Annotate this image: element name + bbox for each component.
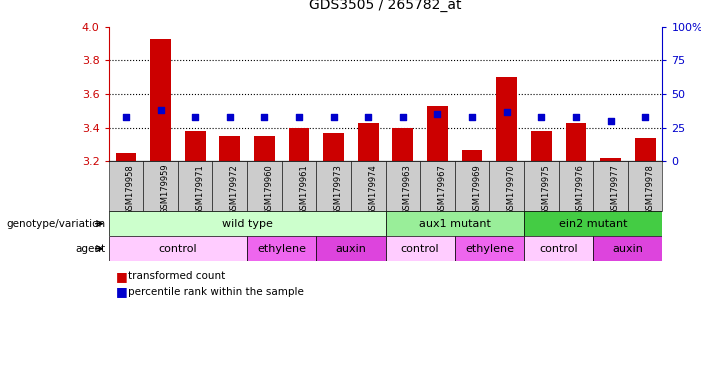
- Point: [466, 114, 477, 120]
- Bar: [219, 136, 240, 161]
- Text: ethylene: ethylene: [257, 243, 306, 254]
- Text: control: control: [539, 243, 578, 254]
- Text: GDS3505 / 265782_at: GDS3505 / 265782_at: [309, 0, 462, 12]
- Bar: [531, 131, 552, 161]
- Text: GSM179959: GSM179959: [161, 164, 170, 214]
- Text: GSM179973: GSM179973: [334, 164, 343, 215]
- Bar: [323, 133, 344, 161]
- Bar: [109, 161, 143, 211]
- Point: [605, 118, 616, 124]
- Point: [259, 114, 270, 120]
- Bar: [386, 161, 420, 211]
- Bar: [316, 161, 351, 211]
- Text: auxin: auxin: [613, 243, 644, 254]
- Point: [639, 114, 651, 120]
- Point: [294, 114, 305, 120]
- Text: agent: agent: [75, 243, 105, 254]
- Text: GSM179960: GSM179960: [264, 164, 273, 215]
- Point: [121, 114, 132, 120]
- Text: transformed count: transformed count: [128, 271, 226, 281]
- Text: GSM179977: GSM179977: [611, 164, 620, 215]
- Point: [155, 107, 166, 113]
- Text: ■: ■: [116, 270, 131, 283]
- Bar: [427, 106, 448, 161]
- Text: GSM179972: GSM179972: [230, 164, 239, 215]
- Bar: [628, 161, 662, 211]
- Bar: [289, 128, 309, 161]
- Text: wild type: wild type: [222, 218, 273, 229]
- Text: GSM179974: GSM179974: [368, 164, 377, 215]
- Bar: [393, 128, 414, 161]
- Point: [397, 114, 409, 120]
- Point: [189, 114, 200, 120]
- Bar: [593, 161, 628, 211]
- Bar: [386, 211, 524, 236]
- Bar: [351, 161, 386, 211]
- Text: GSM179961: GSM179961: [299, 164, 308, 215]
- Text: GSM179963: GSM179963: [403, 164, 412, 215]
- Bar: [455, 236, 524, 261]
- Bar: [559, 161, 593, 211]
- Bar: [109, 211, 386, 236]
- Bar: [462, 149, 482, 161]
- Bar: [420, 161, 455, 211]
- Point: [536, 114, 547, 120]
- Bar: [524, 211, 662, 236]
- Bar: [143, 161, 178, 211]
- Point: [432, 111, 443, 118]
- Text: control: control: [158, 243, 197, 254]
- Bar: [150, 39, 171, 161]
- Bar: [212, 161, 247, 211]
- Point: [362, 114, 374, 120]
- Bar: [386, 236, 455, 261]
- Bar: [566, 122, 586, 161]
- Text: GSM179958: GSM179958: [126, 164, 135, 215]
- Text: genotype/variation: genotype/variation: [6, 218, 105, 229]
- Text: GSM179967: GSM179967: [437, 164, 447, 215]
- Bar: [185, 131, 205, 161]
- Text: GSM179975: GSM179975: [541, 164, 550, 215]
- Text: GSM179969: GSM179969: [472, 164, 481, 215]
- Point: [571, 114, 582, 120]
- Point: [224, 114, 236, 120]
- Point: [328, 114, 339, 120]
- Bar: [178, 161, 212, 211]
- Bar: [247, 161, 282, 211]
- Bar: [489, 161, 524, 211]
- Bar: [316, 236, 386, 261]
- Bar: [455, 161, 489, 211]
- Text: ein2 mutant: ein2 mutant: [559, 218, 627, 229]
- Bar: [524, 236, 593, 261]
- Bar: [496, 77, 517, 161]
- Text: GSM179976: GSM179976: [576, 164, 585, 215]
- Bar: [282, 161, 316, 211]
- Text: percentile rank within the sample: percentile rank within the sample: [128, 287, 304, 297]
- Bar: [524, 161, 559, 211]
- Bar: [358, 122, 379, 161]
- Text: control: control: [401, 243, 440, 254]
- Text: GSM179970: GSM179970: [507, 164, 516, 215]
- Bar: [247, 236, 316, 261]
- Text: GSM179971: GSM179971: [195, 164, 204, 215]
- Point: [501, 109, 512, 115]
- Text: aux1 mutant: aux1 mutant: [418, 218, 491, 229]
- Bar: [593, 236, 662, 261]
- Text: auxin: auxin: [336, 243, 367, 254]
- Bar: [109, 236, 247, 261]
- Bar: [254, 136, 275, 161]
- Text: ■: ■: [116, 285, 131, 298]
- Text: GSM179978: GSM179978: [645, 164, 654, 215]
- Text: ethylene: ethylene: [465, 243, 514, 254]
- Bar: [600, 158, 621, 161]
- Bar: [116, 153, 137, 161]
- Bar: [635, 138, 655, 161]
